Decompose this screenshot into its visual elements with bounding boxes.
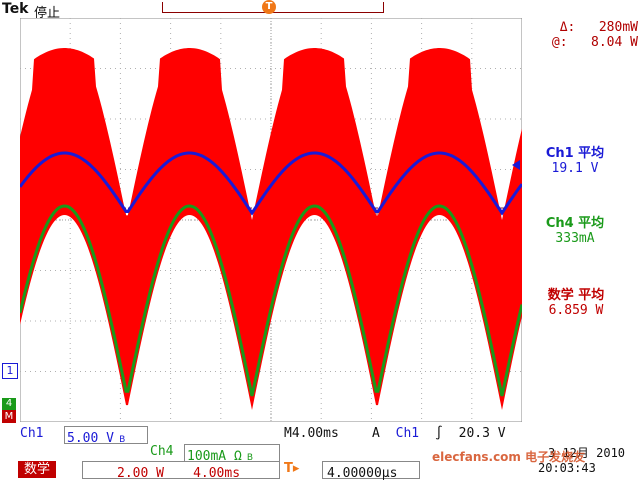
ch4-trace xyxy=(20,204,522,397)
ch1-bw-limit: B xyxy=(119,435,126,445)
timebase-label: M xyxy=(284,426,292,441)
ch4-scale: 100mA Ω xyxy=(187,449,242,464)
trigger-offset-box[interactable]: 4.00000µs xyxy=(322,461,420,481)
trigger-slope-icon: ∫ xyxy=(434,426,443,441)
math-timebase: 4.00ms xyxy=(193,466,241,481)
ch1-level-arrow-icon[interactable] xyxy=(512,160,520,170)
math-mean-measurement: 数学 平均 6.859 W xyxy=(547,288,605,318)
ch4-label[interactable]: Ch4 xyxy=(150,444,174,459)
timebase-readout[interactable]: M4.00ms xyxy=(284,426,339,441)
date-readout: 3 12月 2010 xyxy=(548,446,626,460)
math-label[interactable]: 数学 xyxy=(18,461,56,478)
timebase-value: 4.00ms xyxy=(291,426,339,441)
math-scale-box[interactable]: 2.00 W 4.00ms xyxy=(82,461,280,481)
watermark: elecfans.com 电子发烧友 xyxy=(432,450,586,464)
ch1-marker[interactable]: 1 xyxy=(2,363,18,379)
math-trace xyxy=(20,48,522,410)
trigger-mode: A xyxy=(372,426,380,441)
math-marker[interactable]: M xyxy=(2,410,16,423)
ch1-trace xyxy=(20,151,522,216)
run-state: 停止 xyxy=(34,6,61,21)
trigger-offset-value: 4.00000µs xyxy=(327,466,398,481)
ch4-mean-measurement: Ch4 平均 333mA xyxy=(545,216,605,246)
trigger-source: Ch1 xyxy=(395,426,420,441)
brand-logo: Tek xyxy=(2,1,29,17)
ch1-mean-measurement: Ch1 平均 19.1 V xyxy=(545,146,605,176)
top-bar: Tek 停止 T T xyxy=(0,0,640,39)
ch1-scale-box[interactable]: 5.00 V B xyxy=(64,426,148,446)
math-scale: 2.00 W xyxy=(117,466,164,481)
ch1-label[interactable]: Ch1 xyxy=(20,426,44,441)
trigger-level: 20.3 V xyxy=(458,426,506,441)
trigger-readout[interactable]: A Ch1 ∫ 20.3 V xyxy=(372,426,506,441)
trigger-position-icon[interactable]: T xyxy=(262,0,276,14)
ch4-bw-limit: B xyxy=(246,453,254,463)
cursor-readout: Δ: 280mW @: 8.04 W xyxy=(551,20,638,50)
ch1-scale: 5.00 V xyxy=(67,431,114,446)
time-readout: 20:03:43 xyxy=(538,461,596,475)
ch4-marker[interactable]: 4 xyxy=(2,398,16,410)
ch4-scale-box[interactable]: 100mA Ω B xyxy=(184,444,280,464)
waveform-display xyxy=(20,18,522,422)
trigger-offset-icon[interactable]: T▸ xyxy=(284,461,300,476)
